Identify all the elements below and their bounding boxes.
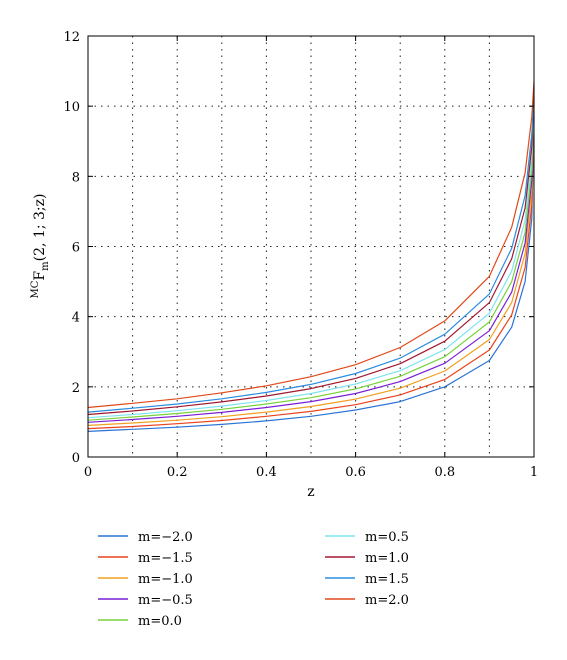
x-tick-label: 0.4 <box>256 465 277 480</box>
y-tick-label: 8 <box>72 170 80 185</box>
legend-label: m=−0.5 <box>138 593 193 608</box>
x-tick-label: 0.2 <box>167 465 188 480</box>
y-axis-title: MCFm(2, 1; 3;z) <box>30 194 51 299</box>
y-tick-label: 6 <box>72 241 80 256</box>
series-line-2 <box>87 102 535 430</box>
legend-label: m=1.5 <box>365 572 409 587</box>
y-tick-label: 12 <box>63 30 80 45</box>
series-line-3 <box>87 95 535 426</box>
legend-label: m=−2.0 <box>138 530 193 545</box>
grid-lines <box>88 36 534 457</box>
x-tick-label: 0 <box>84 465 92 480</box>
x-tick-label: 0.8 <box>434 465 455 480</box>
legend: m=−2.0 m=−1.5 m=−1.0 m=−0.5 m=0.0 m=0.5 m=1.0 m… <box>98 530 409 629</box>
x-tick-label: 0.6 <box>345 465 366 480</box>
series-line-8 <box>87 99 535 413</box>
series-line-9 <box>87 81 535 409</box>
legend-label: m=−1.0 <box>138 572 193 587</box>
y-tick-label: 4 <box>72 311 80 326</box>
legend-label: m=0.5 <box>365 530 409 545</box>
y-axis-title-base: F <box>32 271 48 281</box>
legend-label: m=1.0 <box>365 551 409 566</box>
series-line-7 <box>87 88 535 416</box>
legend-label: m=2.0 <box>365 593 409 608</box>
series-line-1 <box>87 116 535 432</box>
series-line-6 <box>87 85 535 419</box>
series-line-4 <box>87 99 535 423</box>
y-axis-title-superscript: MC <box>30 280 41 298</box>
x-tick-label: 1 <box>530 465 538 480</box>
y-tick-label: 0 <box>72 451 80 466</box>
legend-label: m=−1.5 <box>138 551 193 566</box>
y-axis-title-subscript: m <box>40 261 51 271</box>
y-tick-label: 2 <box>72 381 80 396</box>
y-axis-title-args: (2, 1; 3;z) <box>32 194 48 262</box>
y-tick-label: 10 <box>63 100 80 115</box>
series-lines <box>87 81 535 432</box>
x-axis-title: z <box>307 484 314 500</box>
legend-label: m=0.0 <box>138 614 182 629</box>
series-line-5 <box>87 92 535 421</box>
